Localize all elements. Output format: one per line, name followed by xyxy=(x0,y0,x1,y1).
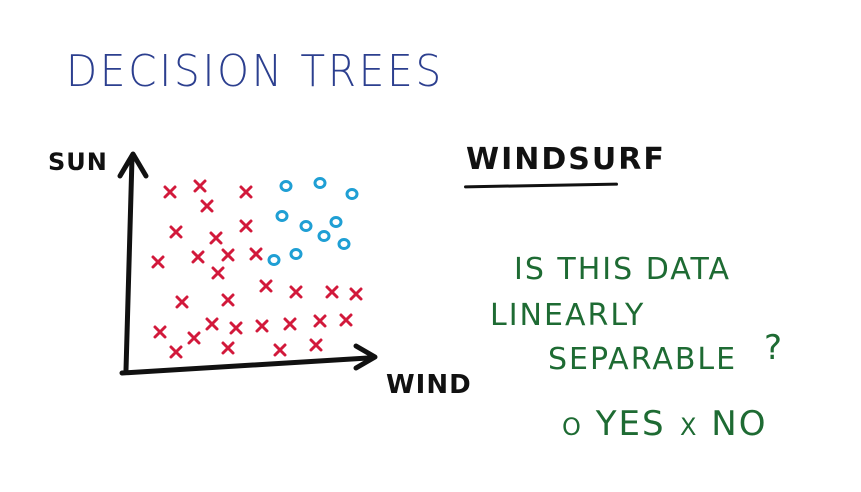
x-mark xyxy=(187,331,201,345)
o-mark xyxy=(267,254,281,266)
x-mark xyxy=(211,266,225,280)
x-mark xyxy=(239,219,253,233)
question-mark: ? xyxy=(764,328,783,368)
option-yes[interactable]: o Yes xyxy=(562,404,666,444)
x-mark xyxy=(309,338,323,352)
o-mark xyxy=(289,248,303,260)
x-mark xyxy=(153,325,167,339)
option-no[interactable]: x No xyxy=(680,404,767,444)
x-mark xyxy=(221,248,235,262)
plot-axes xyxy=(117,151,378,376)
question-line-3: separable xyxy=(548,342,738,377)
x-mark xyxy=(313,314,327,328)
question-line-1: Is this data xyxy=(514,252,732,287)
subject-heading: Windsurf xyxy=(466,142,666,177)
page-title: Decision Trees xyxy=(66,46,444,97)
x-mark xyxy=(229,321,243,335)
o-mark xyxy=(337,238,351,250)
x-mark xyxy=(193,179,207,193)
x-mark xyxy=(249,247,263,261)
x-mark xyxy=(205,317,219,331)
option-no-label: No xyxy=(711,404,768,444)
o-mark xyxy=(313,177,327,189)
x-mark xyxy=(175,295,189,309)
y-axis-arrowhead xyxy=(117,151,149,179)
x-mark xyxy=(239,185,253,199)
x-mark xyxy=(255,319,269,333)
y-axis xyxy=(123,155,135,373)
x-mark xyxy=(259,279,273,293)
x-mark xyxy=(325,285,339,299)
x-mark xyxy=(191,250,205,264)
option-yes-marker: o xyxy=(562,413,583,441)
x-mark xyxy=(163,185,177,199)
x-mark xyxy=(169,225,183,239)
x-mark xyxy=(169,345,183,359)
y-axis-label: Sun xyxy=(48,148,108,176)
o-mark xyxy=(345,188,359,200)
question-line-2: linearly xyxy=(490,298,646,333)
x-axis-label: Wind xyxy=(386,370,472,400)
option-no-marker: x xyxy=(680,413,699,441)
x-mark xyxy=(209,231,223,245)
x-axis-arrowhead xyxy=(353,343,378,371)
o-mark xyxy=(299,220,313,232)
x-mark xyxy=(273,343,287,357)
o-mark xyxy=(279,180,293,192)
x-mark xyxy=(289,285,303,299)
x-mark xyxy=(151,255,165,269)
plot-marks xyxy=(151,177,363,359)
o-mark xyxy=(275,210,289,222)
x-mark xyxy=(221,293,235,307)
o-mark xyxy=(329,216,343,228)
x-mark xyxy=(349,287,363,301)
x-mark xyxy=(283,317,297,331)
x-axis xyxy=(119,355,371,376)
x-mark xyxy=(221,341,235,355)
o-mark xyxy=(317,230,331,242)
x-mark xyxy=(339,313,353,327)
option-yes-label: Yes xyxy=(595,404,666,444)
x-mark xyxy=(200,199,214,213)
